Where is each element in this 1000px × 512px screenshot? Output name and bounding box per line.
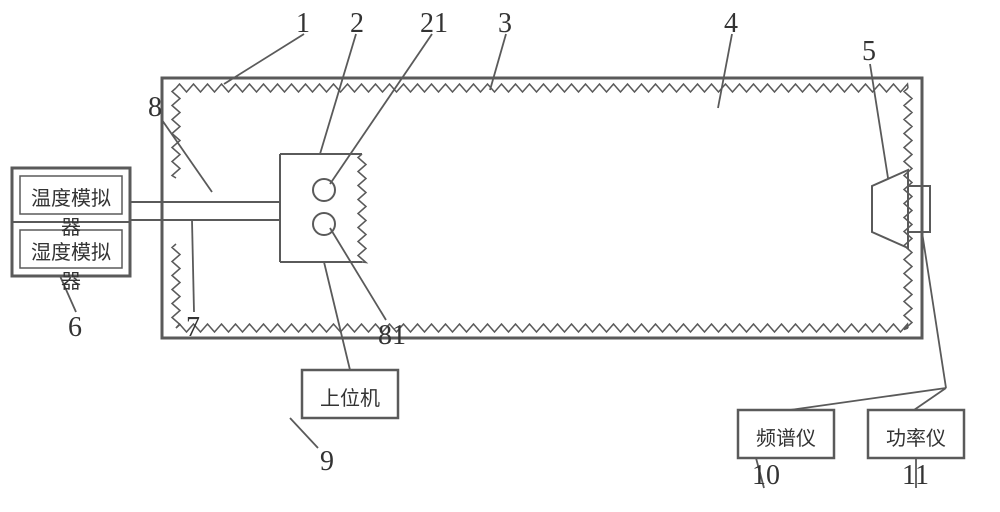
callout-10: 10 <box>752 460 780 492</box>
callout-5: 5 <box>862 36 876 68</box>
spec-label: 频谱仪 <box>738 422 834 451</box>
callout-2: 2 <box>350 8 364 40</box>
env-bot-label: 湿度模拟器 <box>22 236 120 294</box>
callout-1: 1 <box>296 8 310 40</box>
host-label: 上位机 <box>302 382 398 411</box>
callout-7: 7 <box>186 312 200 344</box>
callout-4: 4 <box>724 8 738 40</box>
power-label: 功率仪 <box>868 422 964 451</box>
callout-8: 8 <box>148 92 162 124</box>
callout-21: 21 <box>420 8 448 40</box>
callout-9: 9 <box>320 446 334 478</box>
env-top-label: 温度模拟器 <box>22 182 120 240</box>
callout-81: 81 <box>378 320 406 352</box>
callout-11: 11 <box>902 460 929 492</box>
callout-6: 6 <box>68 312 82 344</box>
diagram-canvas <box>0 0 1000 512</box>
callout-3: 3 <box>498 8 512 40</box>
